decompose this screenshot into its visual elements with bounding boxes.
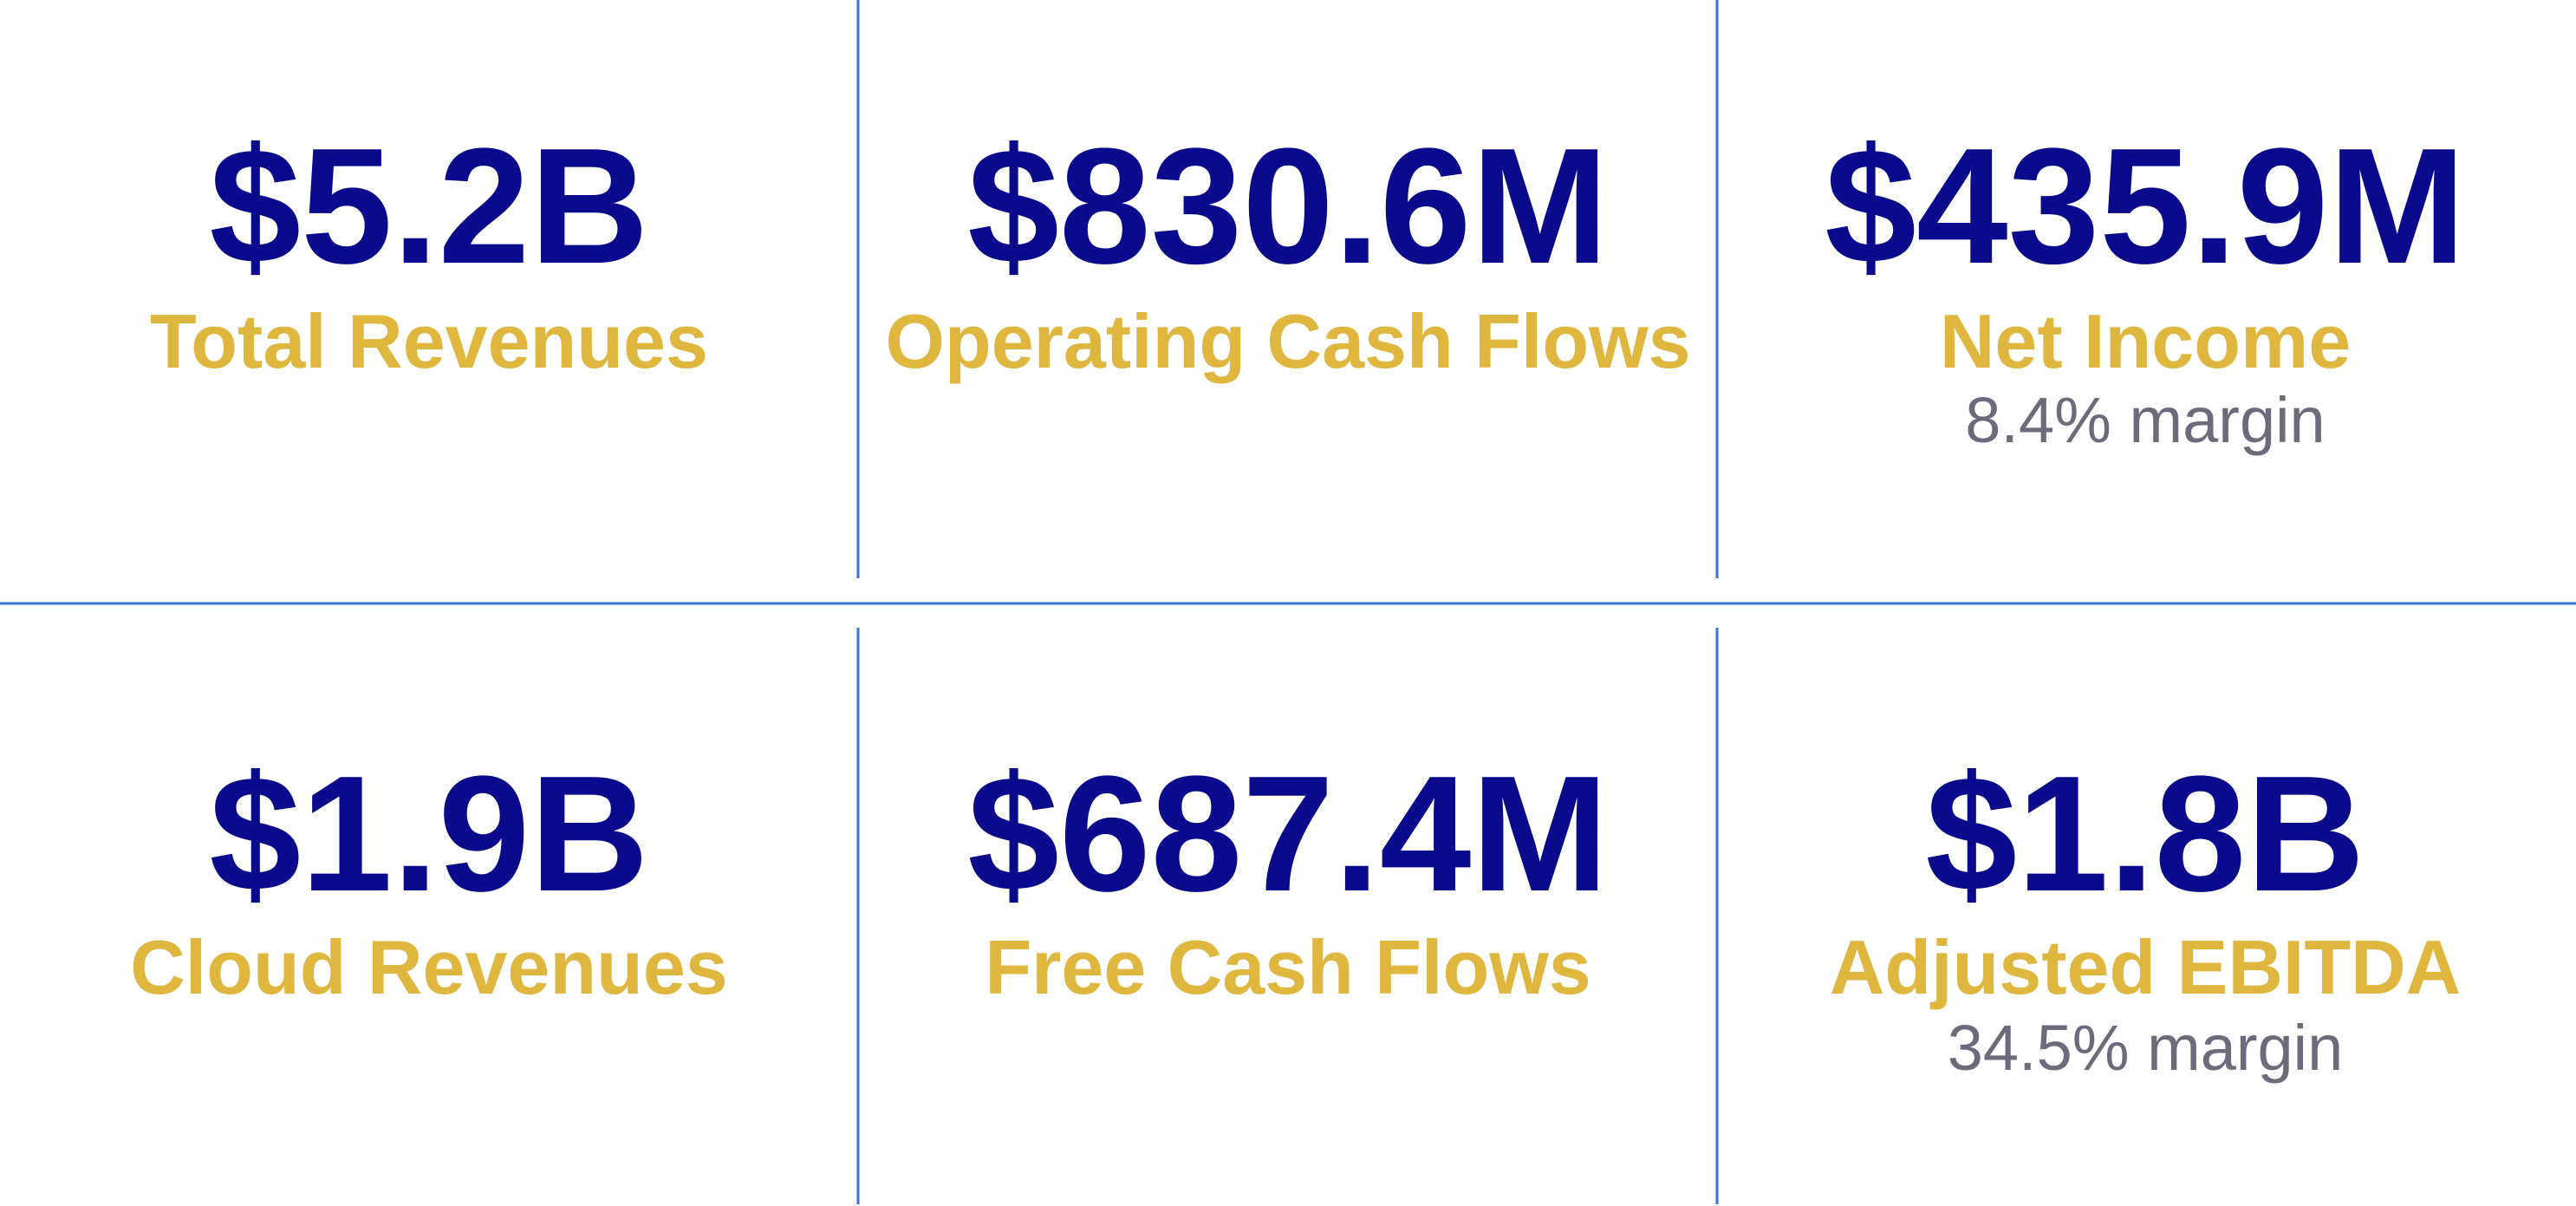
kpi-label: Total Revenues — [150, 298, 708, 384]
kpi-value: $687.4M — [967, 742, 1608, 926]
kpi-note: 34.5% margin — [1948, 1012, 2344, 1084]
kpi-label: Operating Cash Flows — [885, 298, 1690, 384]
kpi-label: Net Income — [1940, 298, 2351, 384]
kpi-value: $5.2B — [209, 114, 648, 298]
kpi-value: $830.6M — [967, 114, 1608, 298]
kpi-note: 8.4% margin — [1965, 384, 2325, 456]
kpi-label: Cloud Revenues — [130, 924, 727, 1010]
kpi-value: $435.9M — [1825, 114, 2465, 298]
kpi-value: $1.9B — [209, 742, 648, 926]
kpi-label: Free Cash Flows — [985, 924, 1590, 1010]
kpi-label: Adjusted EBITDA — [1830, 924, 2461, 1010]
kpi-value: $1.8B — [1925, 742, 2365, 926]
